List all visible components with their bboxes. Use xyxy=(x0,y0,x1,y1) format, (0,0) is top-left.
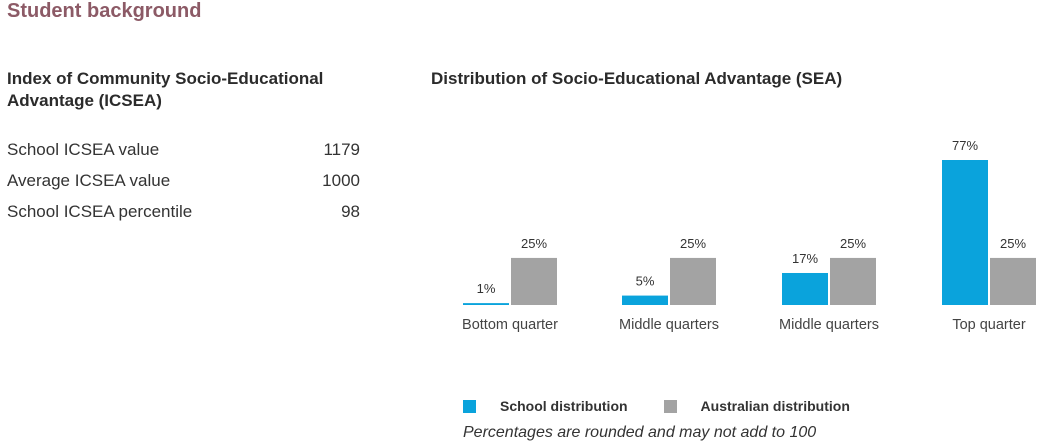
school-bar xyxy=(782,272,828,305)
legend-label-australian: Australian distribution xyxy=(700,398,850,414)
school-bar xyxy=(622,295,668,305)
australian-bar xyxy=(990,257,1036,305)
stat-value: 98 xyxy=(341,202,360,221)
bar-value-label: 77% xyxy=(952,138,978,153)
footnote: Percentages are rounded and may not add … xyxy=(463,424,817,441)
legend-item-school: School distribution xyxy=(463,398,628,414)
category-label: Top quarter xyxy=(952,317,1026,333)
sea-panel: Distribution of Socio-Educational Advant… xyxy=(431,68,1041,90)
category-label: Bottom quarter xyxy=(462,317,558,333)
stat-row-school-icsea: School ICSEA value 1179 xyxy=(7,134,360,165)
bar-value-label: 5% xyxy=(636,274,655,289)
stat-label: School ICSEA value xyxy=(7,140,160,159)
legend-swatch-school xyxy=(463,399,476,413)
sea-heading: Distribution of Socio-Educational Advant… xyxy=(431,69,843,88)
stat-row-icsea-percentile: School ICSEA percentile 98 xyxy=(7,196,360,227)
bar-value-label: 1% xyxy=(477,281,496,296)
bar-value-label: 25% xyxy=(840,236,866,251)
bar-value-label: 17% xyxy=(792,251,818,266)
bar-value-label: 25% xyxy=(680,236,706,251)
school-bar xyxy=(942,160,988,305)
bar-value-label: 25% xyxy=(521,236,547,251)
icsea-panel: Index of Community Socio-Educational Adv… xyxy=(7,68,407,227)
sea-bar-chart: 1% 25% Bottom quarter 5% 25% Middle quarters 1… xyxy=(462,138,1036,333)
stat-label: Average ICSEA value xyxy=(7,171,171,190)
school-bar xyxy=(463,303,509,305)
stat-row-average-icsea: Average ICSEA value 1000 xyxy=(7,165,360,196)
category-label: Middle quarters xyxy=(779,317,879,333)
australian-bar xyxy=(511,257,557,305)
section-title: Student background xyxy=(7,0,202,22)
legend-swatch-australian xyxy=(663,399,677,413)
australian-bar xyxy=(670,257,716,305)
chart-legend: School distribution Australian distribut… xyxy=(463,398,886,414)
legend-item-australian: Australian distribution xyxy=(663,398,850,414)
legend-label-school: School distribution xyxy=(500,398,628,414)
icsea-heading: Index of Community Socio-Educational Adv… xyxy=(7,69,324,110)
australian-bar xyxy=(830,257,876,305)
stat-label: School ICSEA percentile xyxy=(7,202,193,221)
stat-value: 1000 xyxy=(322,171,360,190)
stat-value: 1179 xyxy=(323,140,360,159)
category-label: Middle quarters xyxy=(619,317,719,333)
icsea-stats: School ICSEA value 1179 Average ICSEA va… xyxy=(7,134,407,227)
bar-value-label: 25% xyxy=(1000,236,1026,251)
